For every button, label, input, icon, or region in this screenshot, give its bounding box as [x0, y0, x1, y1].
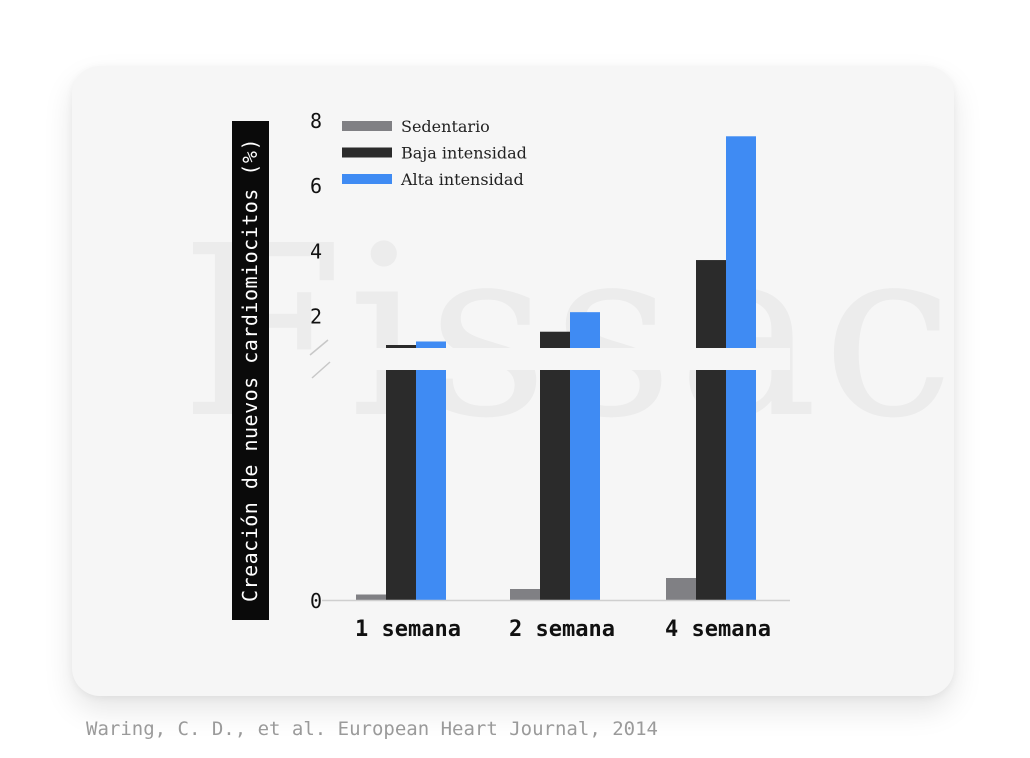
- x-category-label: 1 semana: [355, 617, 461, 642]
- legend-label: Sedentario: [401, 117, 490, 136]
- bar-lower-baja-intensidad: [696, 370, 726, 600]
- x-category-label: 2 semana: [509, 617, 615, 642]
- legend-label: Baja intensidad: [401, 144, 527, 163]
- bar-lower-alta-intensidad: [726, 370, 756, 600]
- bar-upper-alta-intensidad: [570, 312, 600, 348]
- axis-break-mark: [309, 339, 329, 356]
- axis-break-band: [342, 348, 790, 370]
- legend-layer: Sedentario Baja intensidad Alta intensidad: [342, 117, 527, 189]
- bar-sedentario: [666, 578, 696, 600]
- tick-labels-layer: 8 6 4 2 0 1 semana 2 semana 4 semana: [310, 109, 771, 642]
- bar-upper-baja-intensidad: [540, 331, 570, 348]
- axis-break-mark: [311, 361, 331, 379]
- y-tick-label: 6: [310, 174, 322, 198]
- x-category-label: 4 semana: [665, 617, 771, 642]
- legend-swatch: [342, 174, 392, 184]
- bar-sedentario: [356, 594, 386, 600]
- bar-upper-baja-intensidad: [696, 260, 726, 348]
- legend-swatch: [342, 121, 392, 131]
- bar-lower-alta-intensidad: [570, 370, 600, 600]
- axis-break-layer: [309, 339, 790, 379]
- y-tick-label: 4: [310, 239, 322, 263]
- bar-lower-alta-intensidad: [416, 370, 446, 600]
- bar-sedentario: [510, 589, 540, 600]
- bars-layer: [356, 136, 756, 600]
- bar-upper-baja-intensidad: [386, 345, 416, 348]
- y-axis-label-box: [232, 121, 269, 620]
- bar-upper-alta-intensidad: [416, 341, 446, 348]
- bar-lower-baja-intensidad: [540, 370, 570, 600]
- legend-swatch: [342, 147, 392, 158]
- y-tick-label: 0: [310, 589, 322, 613]
- bar-lower-baja-intensidad: [386, 370, 416, 600]
- legend-label: Alta intensidad: [400, 170, 524, 189]
- y-tick-label: 2: [310, 304, 322, 328]
- y-tick-label: 8: [310, 109, 322, 133]
- bar-upper-alta-intensidad: [726, 136, 756, 348]
- source-citation: Waring, C. D., et al. European Heart Jou…: [86, 718, 658, 740]
